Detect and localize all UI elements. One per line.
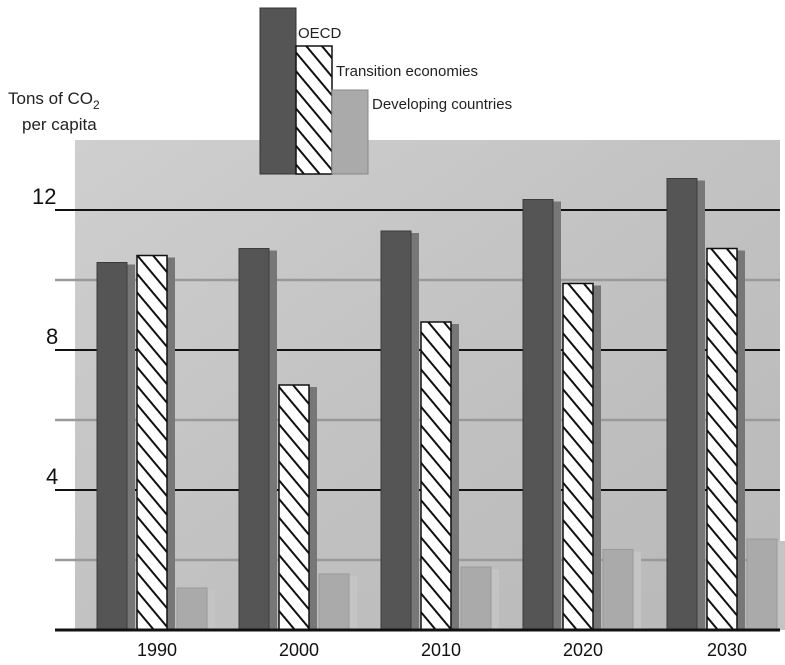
bar-side	[553, 201, 561, 630]
bar-developing-countries-2010	[460, 566, 492, 631]
bar-oecd-2000	[238, 248, 270, 631]
y-axis-label-line2: per capita	[22, 115, 97, 134]
y-tick-labels: 4 8 12	[32, 184, 58, 489]
bar-side	[269, 250, 277, 630]
bar-developing-countries-2020	[602, 549, 634, 631]
bar-developing-countries-2000	[318, 573, 350, 631]
bar-transition-economies-2010	[420, 321, 452, 631]
bar-side	[207, 590, 215, 630]
legend-label-transition: Transition economies	[336, 63, 478, 80]
x-tick-label: 2020	[563, 640, 603, 660]
bar-side	[491, 569, 499, 630]
bar-side	[737, 250, 745, 630]
bar-side	[309, 387, 317, 630]
bar-oecd-2030	[666, 178, 698, 631]
legend-swatch-transition	[295, 45, 333, 175]
legend-swatch-developing	[331, 89, 369, 175]
bar-transition-economies-1990	[136, 254, 168, 631]
x-tick-label: 2030	[707, 640, 747, 660]
bar-developing-countries-1990	[176, 587, 208, 631]
bar-side	[411, 233, 419, 630]
bar-oecd-2010	[380, 230, 412, 631]
bar-side	[167, 257, 175, 630]
bar-side	[633, 551, 641, 630]
y-tick-label: 12	[32, 184, 56, 209]
x-tick-label: 1990	[137, 640, 177, 660]
bar-side	[593, 285, 601, 630]
y-tick-label: 8	[46, 324, 58, 349]
bar-developing-countries-2030	[746, 538, 778, 631]
bar-transition-economies-2020	[562, 282, 594, 631]
y-tick-label: 4	[46, 464, 58, 489]
bar-side	[451, 324, 459, 630]
bar-side	[777, 541, 785, 630]
y-axis-label-text: Tons of CO	[8, 89, 93, 108]
legend-label-developing: Developing countries	[372, 96, 512, 113]
bar-oecd-2020	[522, 199, 554, 631]
bar-side	[697, 180, 705, 630]
x-tick-label: 2000	[279, 640, 319, 660]
bar-transition-economies-2030	[706, 247, 738, 631]
bar-oecd-1990	[96, 262, 128, 631]
bar-transition-economies-2000	[278, 384, 310, 631]
x-tick-label: 2010	[421, 640, 461, 660]
x-tick-labels: 1990 2000 2010 2020 2030	[137, 640, 747, 660]
y-axis-label: Tons of CO2	[8, 89, 100, 112]
bars	[96, 178, 785, 631]
legend-swatch-oecd	[259, 7, 297, 175]
y-axis-label-subscript: 2	[93, 98, 100, 112]
bar-side	[349, 576, 357, 630]
bar-side	[127, 264, 135, 630]
legend-label-oecd: OECD	[298, 25, 342, 42]
legend: OECD Transition economies Developing cou…	[259, 7, 512, 175]
